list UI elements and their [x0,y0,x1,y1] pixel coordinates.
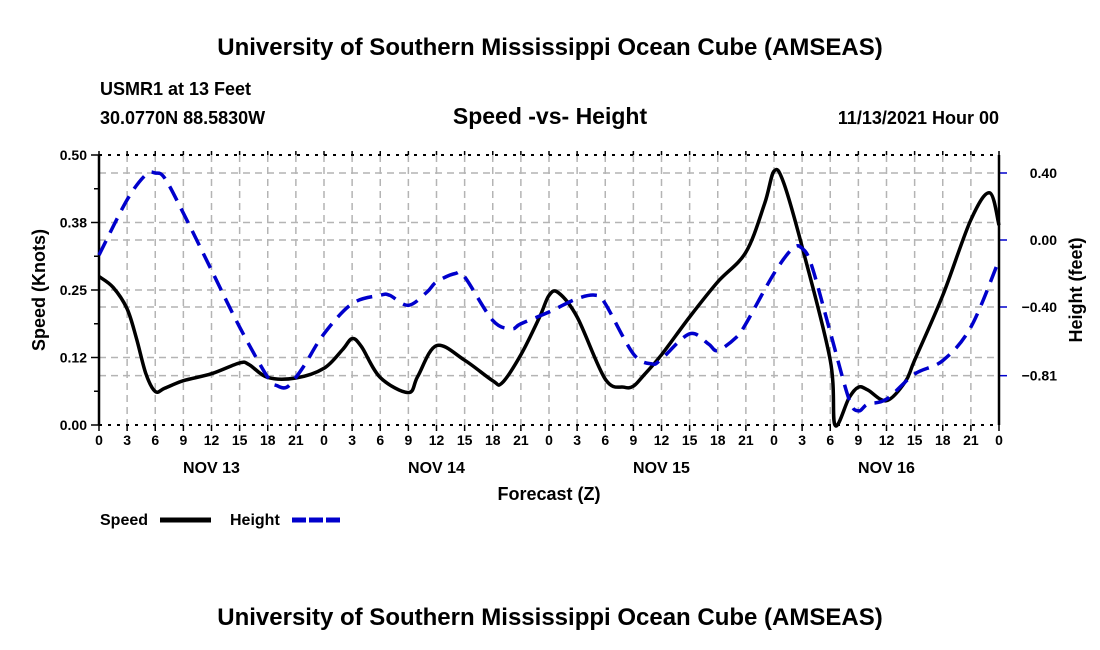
grid [99,155,999,425]
x-tick-label: 3 [573,432,581,448]
legend-height-label: Height [230,512,280,529]
x-tick-label: 3 [348,432,356,448]
x-tick-label: 9 [179,432,187,448]
x-tick-label: 9 [404,432,412,448]
x-tick-label: 6 [826,432,834,448]
x-tick-label: 0 [770,432,778,448]
x-tick-label: 15 [457,432,473,448]
y-tick-label: 0.25 [60,282,87,298]
y2-axis-label: Height (feet) [1066,238,1086,343]
x-tick-label: 0 [320,432,328,448]
main-title: University of Southern Mississippi Ocean… [217,34,882,61]
y-tick-label: 0.12 [60,350,87,366]
x-tick-label: 15 [232,432,248,448]
x-tick-label: 3 [798,432,806,448]
series-line-speed [97,167,1001,428]
station-label: USMR1 at 13 Feet [100,79,251,99]
series-line-height [97,170,1001,413]
x-tick-label: 0 [95,432,103,448]
x-tick-label: 9 [629,432,637,448]
x-tick-label: 6 [601,432,609,448]
footer-title: University of Southern Mississippi Ocean… [217,604,882,631]
x-axis-label: Forecast (Z) [497,484,600,504]
day-label: NOV 14 [408,460,465,477]
x-tick-label: 3 [123,432,131,448]
x-tick-label: 6 [376,432,384,448]
x-tick-label: 9 [854,432,862,448]
x-tick-label: 0 [545,432,553,448]
axes: 0 3 6 9 12 15 18 21 0 3 6 9 12 15 18 21 0 3 6 9 12 15 18 21 0 3 6 9… [60,147,1057,477]
day-label: NOV 13 [183,460,240,477]
y2-tick-label: −0.40 [1022,299,1058,315]
y-tick-label: 0.38 [60,215,87,231]
x-tick-label: 18 [260,432,276,448]
x-tick-label: 21 [513,432,529,448]
y2-tick-label: 0.00 [1030,232,1057,248]
x-tick-label: 21 [963,432,979,448]
y2-tick-label: 0.40 [1030,165,1057,181]
x-tick-label: 21 [738,432,754,448]
x-tick-label: 12 [204,432,220,448]
legend-speed-label: Speed [100,512,148,529]
x-tick-label: 15 [682,432,698,448]
date-label: 11/13/2021 Hour 00 [838,108,999,128]
day-label: NOV 15 [633,460,690,477]
y-tick-label: 0.50 [60,147,87,163]
series-lines [97,167,1001,428]
y-tick-label: 0.00 [60,417,87,433]
y2-tick-label: −0.81 [1022,368,1058,384]
coords-label: 30.0770N 88.5830W [100,108,265,128]
day-label: NOV 16 [858,460,915,477]
x-tick-label: 18 [710,432,726,448]
chart-title: Speed -vs- Height [453,103,648,129]
y-axis-label: Speed (Knots) [29,229,49,351]
x-tick-label: 12 [429,432,445,448]
x-tick-label: 18 [485,432,501,448]
x-tick-label: 12 [654,432,670,448]
x-tick-label: 21 [288,432,304,448]
x-tick-label: 6 [151,432,159,448]
x-tick-label: 12 [879,432,895,448]
x-tick-label: 15 [907,432,923,448]
x-tick-label: 18 [935,432,951,448]
x-tick-label: 0 [995,432,1003,448]
